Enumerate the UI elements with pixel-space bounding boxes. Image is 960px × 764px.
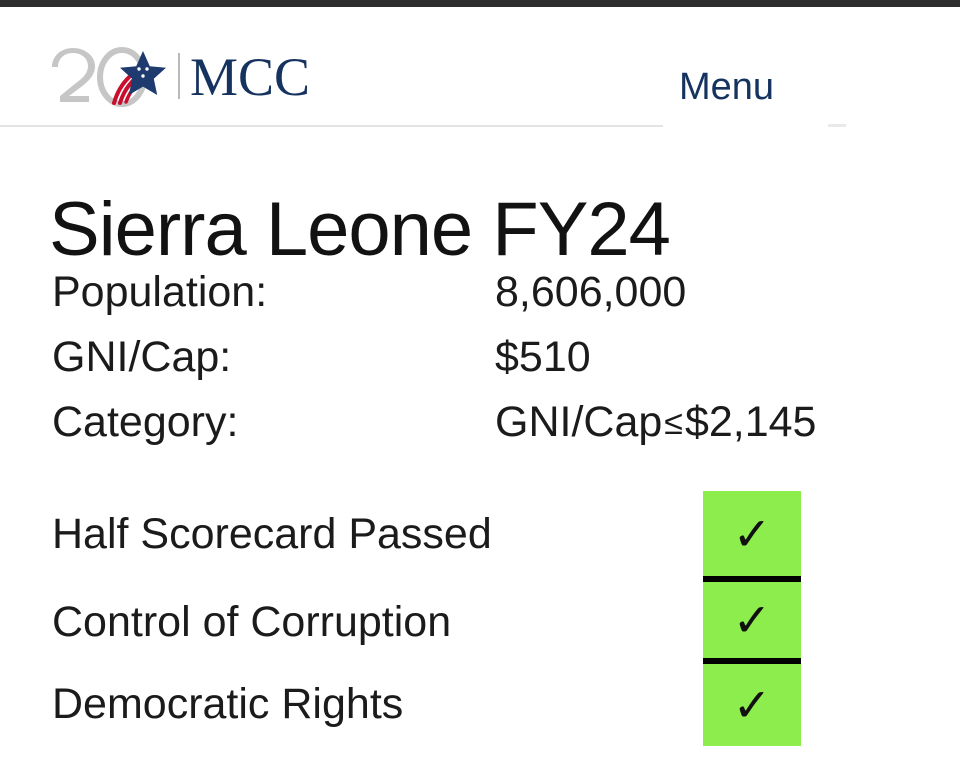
page-title: Sierra Leone FY24 xyxy=(49,186,671,272)
scorecard-criteria-table: ✓ ✓ ✓ Half Scorecard Passed Control of C… xyxy=(0,491,960,764)
browser-chrome-bar xyxy=(0,0,960,7)
stat-value-gni-per-cap: $510 xyxy=(495,333,591,381)
category-threshold: $2,145 xyxy=(684,398,817,446)
scorecard-row: Control of Corruption xyxy=(0,579,960,662)
mcc-star-logo: MCC xyxy=(52,47,310,107)
scorecard-row: Democratic Rights xyxy=(0,661,960,744)
stat-label-category: Category: xyxy=(52,398,239,446)
stat-label-gni-per-cap: GNI/Cap: xyxy=(52,333,232,381)
country-stats: Population: 8,606,000 GNI/Cap: $510 Cate… xyxy=(52,266,942,461)
less-than-or-equal-icon: ≤ xyxy=(664,404,683,442)
status-cell-control-of-corruption: ✓ xyxy=(703,582,801,658)
menu-button[interactable]: Menu xyxy=(679,66,775,108)
check-icon: ✓ xyxy=(732,678,772,732)
scorecard-status-column: ✓ ✓ ✓ xyxy=(703,491,801,746)
stat-row-category: Category: GNI/Cap≤$2,145 xyxy=(52,396,942,461)
header-divider-stub xyxy=(828,124,846,127)
site-header: MCC Menu xyxy=(0,7,960,126)
status-cell-democratic-rights: ✓ xyxy=(703,664,801,746)
status-cell-half-scorecard-passed: ✓ xyxy=(703,491,801,576)
status-cell-divider xyxy=(703,658,801,664)
stat-row-population: Population: 8,606,000 xyxy=(52,266,942,331)
header-divider xyxy=(0,125,663,127)
stat-value-population: 8,606,000 xyxy=(495,268,687,316)
criterion-label-half-scorecard-passed: Half Scorecard Passed xyxy=(52,510,492,558)
stat-value-category: GNI/Cap≤$2,145 xyxy=(495,396,816,451)
check-icon: ✓ xyxy=(732,506,772,561)
stat-row-gni-per-cap: GNI/Cap: $510 xyxy=(52,331,942,396)
check-icon: ✓ xyxy=(732,593,772,647)
stat-label-population: Population: xyxy=(52,268,268,316)
category-metric: GNI/Cap xyxy=(495,398,663,446)
status-cell-divider xyxy=(703,576,801,582)
mcc-logo[interactable]: MCC xyxy=(52,45,314,107)
criterion-label-control-of-corruption: Control of Corruption xyxy=(52,598,452,646)
svg-text:MCC: MCC xyxy=(190,47,310,107)
scorecard-row: Half Scorecard Passed xyxy=(0,491,960,574)
criterion-label-democratic-rights: Democratic Rights xyxy=(52,680,404,728)
